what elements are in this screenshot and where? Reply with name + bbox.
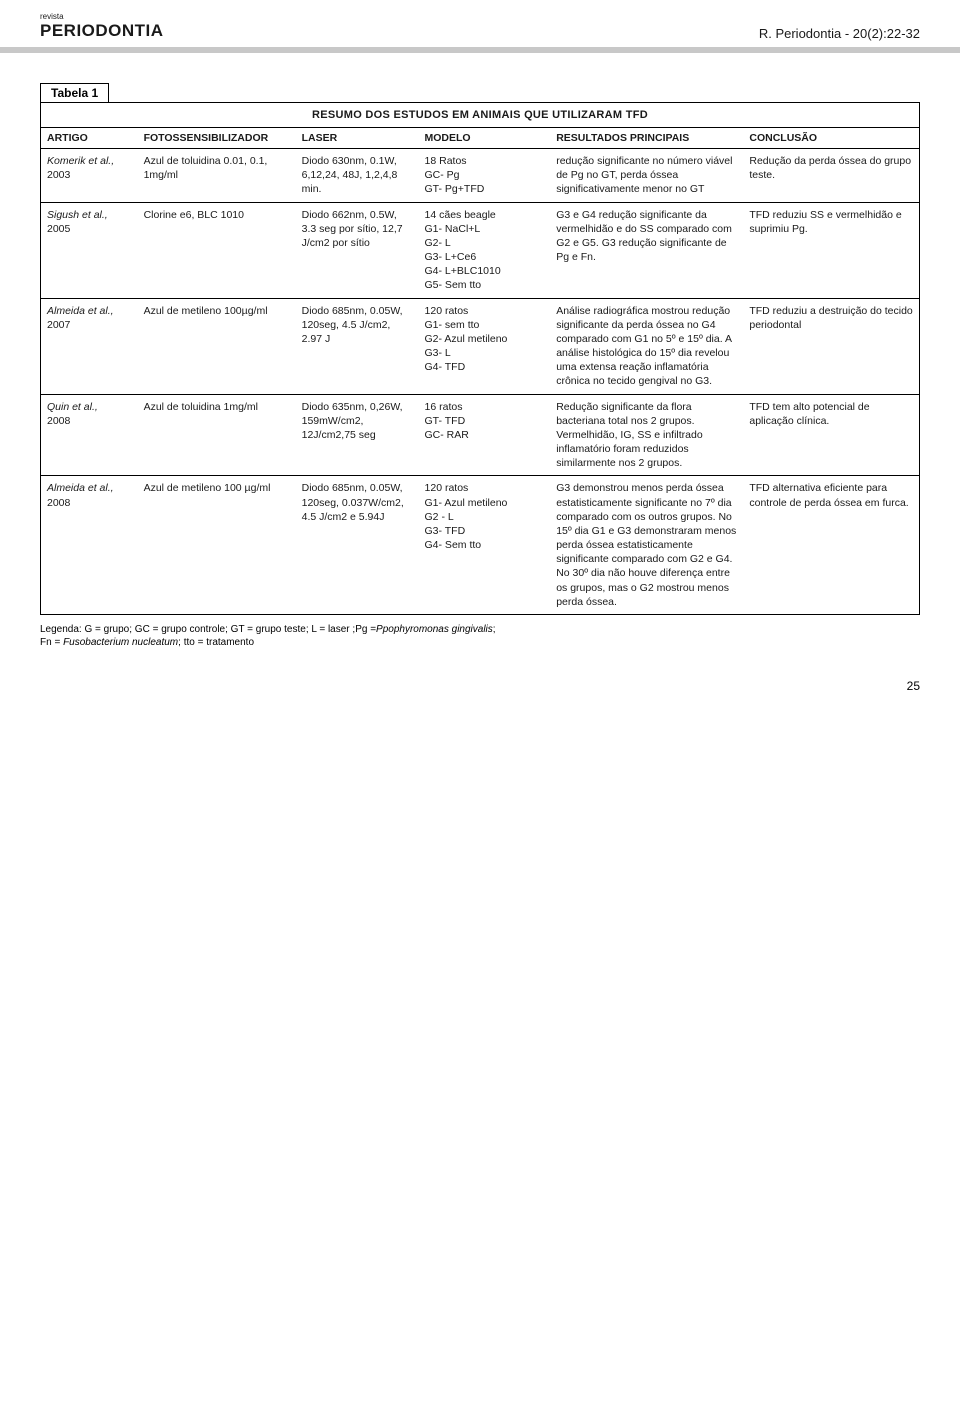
col-result-header: RESULTADOS PRINCIPAIS [550, 128, 743, 149]
cell-resultados: G3 e G4 redução significante da vermelhi… [550, 202, 743, 298]
col-artigo-header: ARTIGO [41, 128, 138, 149]
col-conclusao-header: CONCLUSÃO [743, 128, 919, 149]
cell-laser: Diodo 662nm, 0.5W, 3.3 seg por sítio, 12… [296, 202, 419, 298]
cell-modelo: 120 ratosG1- Azul metilenoG2 - LG3- TFDG… [419, 476, 551, 614]
table-row: Sigush et al.,2005Clorine e6, BLC 1010Di… [41, 202, 919, 298]
cell-conclusao: TFD reduziu a destruição do tecido perio… [743, 298, 919, 394]
cell-fotoss: Azul de metileno 100 µg/ml [138, 476, 296, 614]
revista-label: revista [40, 12, 164, 21]
cell-conclusao: Redução da perda óssea do grupo teste. [743, 149, 919, 203]
cell-modelo: 14 cães beagleG1- NaCl+LG2- LG3- L+Ce6G4… [419, 202, 551, 298]
content-area: Tabela 1 RESUMO DOS ESTUDOS EM ANIMAIS Q… [0, 53, 960, 669]
table-container: RESUMO DOS ESTUDOS EM ANIMAIS QUE UTILIZ… [40, 102, 920, 615]
cell-artigo: Komerik et al.,2003 [41, 149, 138, 203]
citation: R. Periodontia - 20(2):22-32 [759, 26, 920, 41]
table-legend: Legenda: G = grupo; GC = grupo controle;… [40, 623, 920, 649]
table-title-row: RESUMO DOS ESTUDOS EM ANIMAIS QUE UTILIZ… [41, 103, 919, 128]
cell-artigo: Sigush et al.,2005 [41, 202, 138, 298]
journal-title: PERIODONTIA [40, 21, 164, 40]
cell-laser: Diodo 630nm, 0.1W, 6,12,24, 48J, 1,2,4,8… [296, 149, 419, 203]
cell-conclusao: TFD reduziu SS e vermelhidão e suprimiu … [743, 202, 919, 298]
table-header-row: ARTIGO FOTOSSENSIBILIZADOR LASER MODELO … [41, 128, 919, 149]
table-title: RESUMO DOS ESTUDOS EM ANIMAIS QUE UTILIZ… [41, 103, 919, 128]
cell-conclusao: TFD tem alto potencial de aplicação clín… [743, 394, 919, 476]
table-row: Almeida et al.,2007Azul de metileno 100µ… [41, 298, 919, 394]
cell-laser: Diodo 685nm, 0.05W, 120seg, 0.037W/cm2, … [296, 476, 419, 614]
col-fotoss-header: FOTOSSENSIBILIZADOR [138, 128, 296, 149]
page-header: revista PERIODONTIA R. Periodontia - 20(… [0, 0, 960, 53]
studies-table: RESUMO DOS ESTUDOS EM ANIMAIS QUE UTILIZ… [41, 103, 919, 614]
cell-modelo: 120 ratosG1- sem ttoG2- Azul metilenoG3-… [419, 298, 551, 394]
cell-fotoss: Azul de metileno 100µg/ml [138, 298, 296, 394]
table-label: Tabela 1 [40, 83, 109, 103]
cell-resultados: G3 demonstrou menos perda óssea estatist… [550, 476, 743, 614]
cell-resultados: Redução significante da flora bacteriana… [550, 394, 743, 476]
cell-artigo: Quin et al.,2008 [41, 394, 138, 476]
cell-laser: Diodo 635nm, 0,26W, 159mW/cm2, 12J/cm2,7… [296, 394, 419, 476]
cell-resultados: redução significante no número viável de… [550, 149, 743, 203]
cell-modelo: 16 ratosGT- TFDGC- RAR [419, 394, 551, 476]
journal-name: revista PERIODONTIA [40, 12, 164, 41]
cell-resultados: Análise radiográfica mostrou redução sig… [550, 298, 743, 394]
table-row: Quin et al.,2008Azul de toluidina 1mg/ml… [41, 394, 919, 476]
cell-artigo: Almeida et al.,2008 [41, 476, 138, 614]
cell-conclusao: TFD alternativa eficiente para controle … [743, 476, 919, 614]
page-number: 25 [0, 669, 960, 709]
cell-modelo: 18 RatosGC- PgGT- Pg+TFD [419, 149, 551, 203]
cell-fotoss: Clorine e6, BLC 1010 [138, 202, 296, 298]
col-laser-header: LASER [296, 128, 419, 149]
cell-laser: Diodo 685nm, 0.05W, 120seg, 4.5 J/cm2, 2… [296, 298, 419, 394]
cell-fotoss: Azul de toluidina 1mg/ml [138, 394, 296, 476]
col-modelo-header: MODELO [419, 128, 551, 149]
cell-artigo: Almeida et al.,2007 [41, 298, 138, 394]
table-row: Almeida et al.,2008Azul de metileno 100 … [41, 476, 919, 614]
table-row: Komerik et al.,2003Azul de toluidina 0.0… [41, 149, 919, 203]
cell-fotoss: Azul de toluidina 0.01, 0.1, 1mg/ml [138, 149, 296, 203]
